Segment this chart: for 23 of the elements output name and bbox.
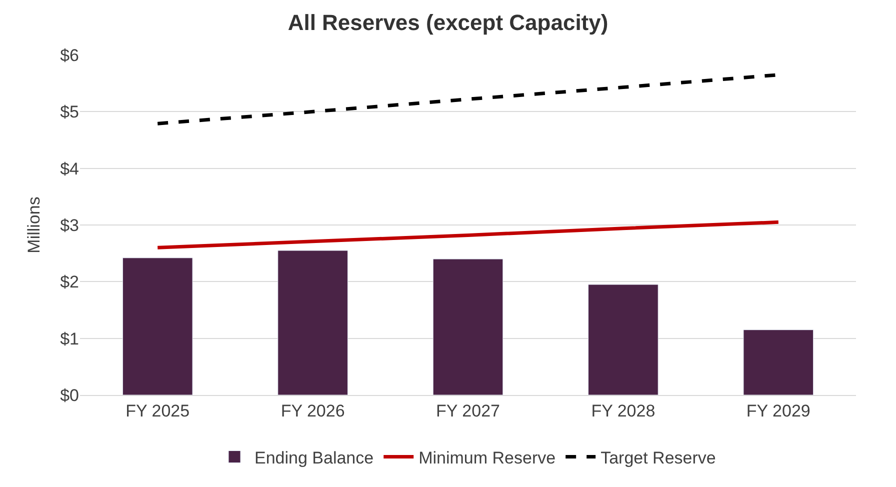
bar — [588, 284, 658, 395]
bar — [432, 258, 504, 395]
y-tick-label: $6 — [60, 46, 79, 65]
x-tick-label: FY 2026 — [280, 401, 345, 420]
x-tick-label: FY 2025 — [126, 401, 190, 420]
y-tick-label: $4 — [60, 159, 79, 178]
bar — [122, 258, 193, 395]
y-tick-label: $0 — [60, 386, 79, 405]
chart-title: All Reserves (except Capacity) — [288, 10, 608, 36]
bar — [278, 250, 348, 395]
line-series — [156, 220, 780, 250]
y-tick-label: $5 — [60, 102, 79, 122]
bar — [743, 330, 814, 395]
y-tick-label: $3 — [60, 216, 79, 235]
x-tick-label: FY 2029 — [746, 401, 810, 420]
y-tick-label: $2 — [60, 272, 79, 292]
y-tick-label: $1 — [60, 329, 79, 348]
x-tick-label: FY 2028 — [591, 401, 656, 420]
legend-label: Ending Balance — [254, 448, 374, 468]
y-axis-title: Millions — [24, 196, 44, 254]
legend-label: Target Reserve — [600, 448, 716, 468]
legend-label: Minimum Reserve — [418, 448, 556, 468]
x-tick-label: FY 2027 — [436, 401, 500, 420]
